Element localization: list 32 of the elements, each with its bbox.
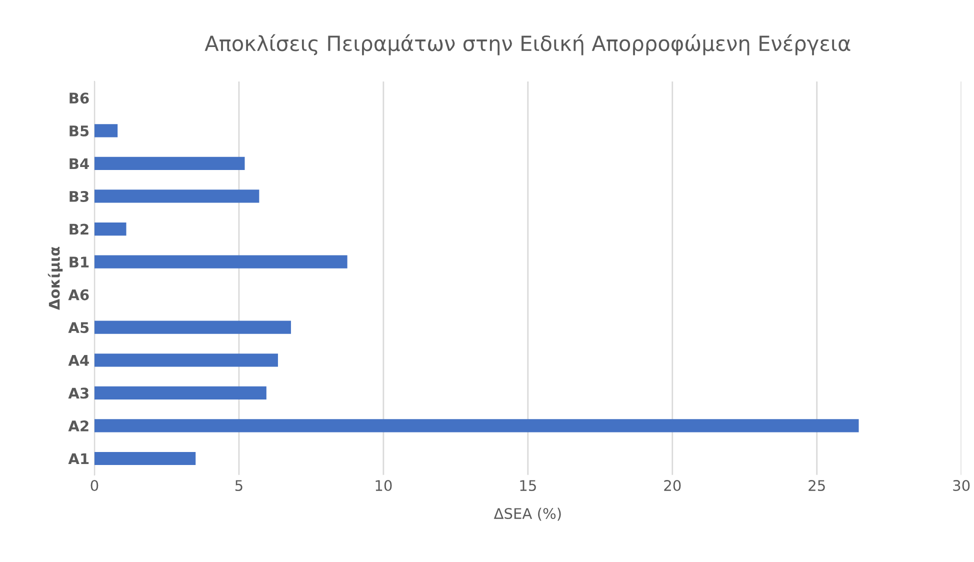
x-tick-label: 15: [520, 480, 536, 492]
bar: [94, 320, 291, 334]
y-tick-label: A3: [68, 388, 88, 399]
x-tick-label: 0: [90, 480, 98, 492]
bar: [94, 222, 126, 236]
bar: [94, 255, 348, 268]
x-tick-label: 30: [953, 480, 970, 492]
bar: [94, 156, 245, 170]
y-tick-label: A2: [68, 420, 88, 432]
x-tick-label: 25: [808, 480, 825, 492]
x-tick-label: 5: [235, 480, 242, 492]
x-tick-label: 10: [376, 480, 392, 492]
chart-title: Αποκλίσεις Πειραμάτων στην Ειδική Απορροφώμενη Ενέργεια: [204, 34, 850, 56]
bar: [94, 190, 260, 203]
bar: [94, 419, 859, 432]
y-tick-label: B5: [70, 126, 89, 136]
y-tick-label: A6: [68, 289, 89, 300]
x-tick-label: 20: [664, 480, 681, 492]
y-tick-label: B4: [70, 158, 89, 169]
y-tick-label: A4: [68, 355, 89, 366]
bar: [94, 452, 196, 466]
bar: [94, 124, 118, 138]
y-tick-label: B1: [70, 256, 89, 268]
y-tick-label: B2: [70, 224, 88, 235]
y-tick-label: A5: [68, 322, 89, 334]
y-axis-title: Δοκίμια: [48, 246, 63, 310]
x-axis-title: ΔSEA (%): [494, 508, 561, 521]
bar: [94, 354, 278, 367]
y-tick-label: B3: [70, 190, 88, 202]
y-tick-label: B6: [70, 92, 89, 104]
y-tick-label: A1: [68, 453, 89, 464]
bar: [94, 386, 266, 400]
